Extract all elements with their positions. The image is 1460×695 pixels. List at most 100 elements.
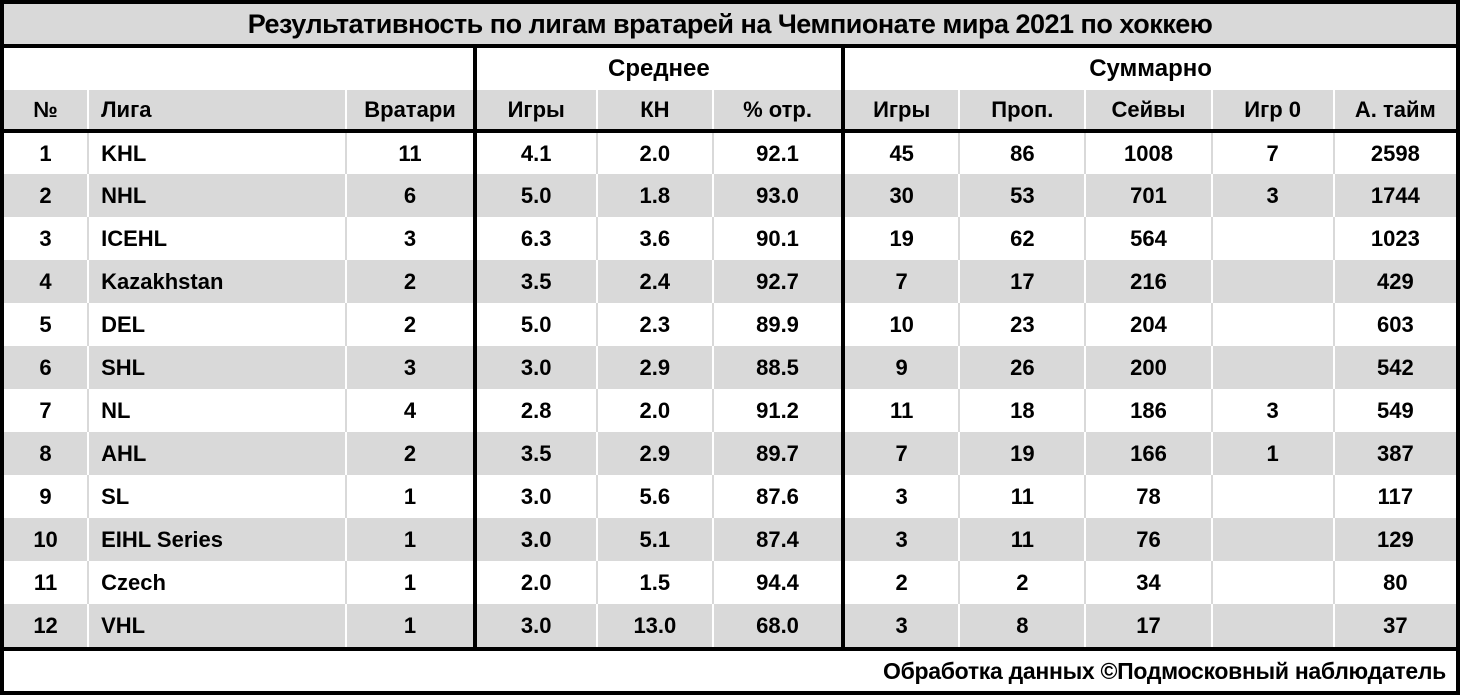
table-cell: 80 [1383, 569, 1408, 595]
table-cell: 5.0 [472, 303, 598, 346]
table-cell: 186 [1085, 389, 1213, 432]
table-cell: 2.0 [472, 561, 598, 604]
table-cell: 117 [1377, 483, 1414, 509]
column-header-7: Игры [841, 90, 961, 133]
table-cell: 3.5 [472, 432, 598, 475]
goalie-stats-table: Среднее Суммарно № Лига Вратари Игры КН% отр… [4, 48, 1456, 647]
table-cell: EIHL Series [88, 518, 348, 561]
table-cell: 8 [4, 432, 90, 475]
table-cell: 88.5 [712, 346, 845, 389]
table-cell: 216 [1085, 260, 1213, 303]
table-cell: 1008 [1085, 131, 1213, 174]
table-cell: SHL [88, 346, 348, 389]
table-cell: ICEHL [88, 217, 348, 260]
group-header-empty [4, 48, 475, 90]
table-cell: 3 [841, 518, 961, 561]
table-cell: 6.3 [472, 217, 598, 260]
table-cell: 86 [959, 131, 1087, 174]
table-cell: 1 [346, 561, 476, 604]
table-cell: 18 [959, 389, 1087, 432]
credit-footer: Обработка данных ©Подмосковный наблюдате… [4, 647, 1456, 691]
table-cell: 76 [1085, 518, 1213, 561]
table-row: 9 SL 1 3.0 5.6 87.6 3 11 78 117 [4, 475, 1456, 518]
table-cell: 1023 [1370, 225, 1420, 251]
table-cell: 17 [959, 260, 1087, 303]
table-cell: 7 [841, 432, 961, 475]
table-cell: 166 [1085, 432, 1213, 475]
table-cell: 53 [959, 174, 1087, 217]
table-cell: 11 [959, 518, 1087, 561]
table-cell: 37 [1333, 604, 1456, 647]
table-cell: 6 [4, 346, 90, 389]
group-header-row: Среднее Суммарно [4, 48, 1456, 90]
table-cell: 2.9 [596, 432, 714, 475]
table-cell: 68.0 [712, 604, 845, 647]
table-cell: 87.4 [712, 518, 845, 561]
column-header-4: Игры [472, 90, 598, 133]
table-cell: 5.0 [472, 174, 598, 217]
table-cell: 93.0 [712, 174, 845, 217]
table-cell: 62 [959, 217, 1087, 260]
table-cell: 3 [1211, 174, 1335, 217]
table-cell: 4 [4, 260, 90, 303]
table-cell: 1.5 [596, 561, 714, 604]
table-row: 2 NHL 6 5.0 1.8 93.0 30 53 701 3 1744 [4, 174, 1456, 217]
column-header-1: № [4, 90, 90, 133]
table-cell: 23 [959, 303, 1087, 346]
table-row: 7 NL 4 2.8 2.0 91.2 11 18 186 3 549 [4, 389, 1456, 432]
table-cell: 6 [346, 174, 476, 217]
table-cell: NL [88, 389, 348, 432]
table-cell: 11 [4, 561, 90, 604]
table-cell: 1 [346, 518, 476, 561]
table-cell: VHL [88, 604, 348, 647]
table-cell: 2 [346, 260, 476, 303]
table-cell: 5.1 [596, 518, 714, 561]
table-cell: 603 [1377, 311, 1414, 337]
table-row: 4 Kazakhstan 2 3.5 2.4 92.7 7 17 216 429 [4, 260, 1456, 303]
table-cell [1211, 604, 1335, 647]
table-row: 11 Czech 1 2.0 1.5 94.4 2 2 34 80 [4, 561, 1456, 604]
table-cell: 2.4 [596, 260, 714, 303]
table-cell: DEL [88, 303, 348, 346]
table-cell: 387 [1333, 432, 1456, 475]
table-cell: 2.3 [596, 303, 714, 346]
column-header-9: Сейвы [1085, 90, 1213, 133]
table-cell: Kazakhstan [88, 260, 348, 303]
table-cell: 11 [841, 389, 961, 432]
table-cell: 5 [4, 303, 90, 346]
table-cell: 3.0 [472, 518, 598, 561]
table-row: 1 KHL 11 4.1 2.0 92.1 45 86 1008 7 2598 [4, 131, 1456, 174]
table-cell [1211, 518, 1335, 561]
table-cell: 7 [841, 260, 961, 303]
table-cell: 45 [841, 131, 961, 174]
table-cell: 92.7 [712, 260, 845, 303]
table-cell: 549 [1377, 397, 1414, 423]
table-cell: 3 [346, 217, 476, 260]
table-cell: 26 [959, 346, 1087, 389]
table-title: Результативность по лигам вратарей на Че… [4, 4, 1456, 48]
table-cell [1211, 217, 1335, 260]
table-cell: 2598 [1370, 140, 1420, 166]
table-cell: 3.6 [596, 217, 714, 260]
table-cell [1211, 303, 1335, 346]
table-cell: 2 [346, 432, 476, 475]
table-cell: 87.6 [712, 475, 845, 518]
column-header-8: Проп. [959, 90, 1087, 133]
table-cell: 429 [1333, 260, 1456, 303]
column-header-row: № Лига Вратари Игры КН% отр. Игры Проп. Сейвы Иг… [4, 90, 1456, 133]
table-cell: 13.0 [596, 604, 714, 647]
table-cell: 129 [1333, 518, 1456, 561]
column-header-5: КН [596, 90, 714, 133]
column-header-11: А. тайм [1333, 90, 1456, 133]
table-cell: 1 [4, 131, 90, 174]
table-row: 8 AHL 2 3.5 2.9 89.7 7 19 166 1 387 [4, 432, 1456, 475]
table-body: 1 KHL 11 4.1 2.0 92.1 45 86 1008 7 2598 2 NHL 6 5.0 1.8… [4, 131, 1456, 647]
table-cell: 1 [346, 604, 476, 647]
table-cell: 3.0 [472, 475, 598, 518]
table-cell: 12 [4, 604, 90, 647]
table-cell: 564 [1085, 217, 1213, 260]
table-cell: 3 [1211, 389, 1335, 432]
table-cell: 92.1 [712, 131, 845, 174]
table-cell: 9 [841, 346, 961, 389]
